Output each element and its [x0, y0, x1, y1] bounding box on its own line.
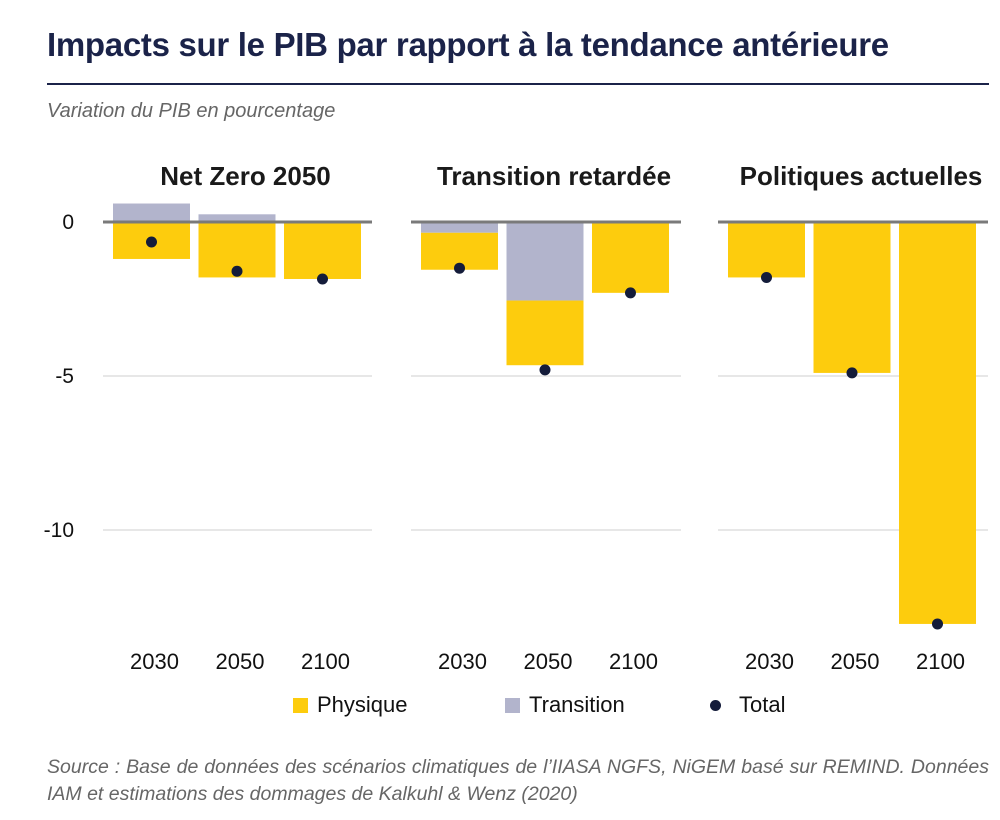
title-underline — [47, 83, 989, 85]
chart-subtitle: Variation du PIB en pourcentage — [47, 100, 336, 122]
panel-title: Transition retardée — [437, 161, 671, 191]
y-tick-label: -10 — [44, 519, 74, 542]
bar-physique — [728, 222, 805, 278]
total-marker — [317, 273, 328, 285]
x-tick-label: 2050 — [216, 649, 265, 674]
bar-physique — [813, 222, 891, 373]
chart-title: Impacts sur le PIB par rapport à la tend… — [47, 26, 889, 63]
x-tick-label: 2100 — [301, 649, 350, 674]
bar-physique — [506, 300, 584, 366]
total-marker — [231, 265, 243, 277]
x-tick-label: 2050 — [831, 649, 880, 674]
legend-label-total: Total — [739, 692, 786, 717]
bar-transition — [506, 222, 584, 301]
panel-title: Net Zero 2050 — [160, 161, 331, 191]
legend-label-transition: Transition — [529, 692, 625, 717]
source-note: Source : Base de données des scénarios c… — [47, 756, 989, 805]
legend-marker-total — [710, 699, 721, 711]
legend-item-total: Total — [710, 692, 785, 718]
legend-swatch-transition — [505, 697, 520, 713]
x-tick-label: 2030 — [745, 649, 794, 674]
x-tick-label: 2030 — [130, 649, 179, 674]
bar-physique — [284, 222, 361, 279]
legend-item-physique: Physique — [293, 692, 408, 718]
panel-title: Politiques actuelles — [740, 161, 983, 191]
legend-label-physique: Physique — [317, 692, 408, 717]
legend-swatch-physique — [293, 697, 308, 713]
total-marker — [146, 236, 157, 248]
total-marker — [846, 367, 858, 379]
total-marker — [625, 287, 636, 299]
bar-transition — [421, 222, 498, 233]
total-marker — [539, 364, 551, 376]
bar-physique — [592, 222, 669, 293]
y-tick-label: 0 — [62, 211, 74, 234]
total-marker — [454, 262, 465, 274]
y-tick-label: -5 — [55, 365, 74, 388]
bar-transition — [113, 203, 190, 222]
chart-area: 0 -5 -10 Net Zero 2050 2030 2050 2100 Transitio… — [44, 161, 988, 674]
x-tick-label: 2100 — [916, 649, 965, 674]
x-tick-label: 2100 — [609, 649, 658, 674]
legend-item-transition: Transition — [505, 692, 625, 718]
bar-physique — [899, 222, 976, 624]
bar-transition — [198, 214, 276, 222]
total-marker — [932, 618, 943, 630]
x-tick-label: 2030 — [438, 649, 487, 674]
legend: Physique Transition Total — [0, 692, 1000, 718]
x-tick-label: 2050 — [524, 649, 573, 674]
total-marker — [761, 271, 772, 283]
